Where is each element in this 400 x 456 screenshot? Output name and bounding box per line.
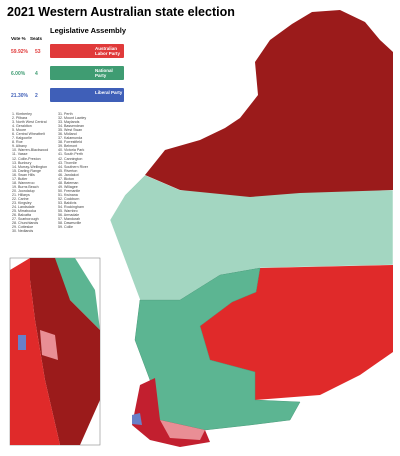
legend-row: 59.92% 53 Australian Labor Party <box>8 44 128 60</box>
region <box>200 265 393 400</box>
district-name: 4. Geraldton <box>12 124 32 129</box>
district-name: 17. Butler <box>12 176 28 181</box>
district-name: 33. Maylands <box>58 120 80 125</box>
party-bar: Australian Labor Party <box>50 44 124 58</box>
inset-region <box>10 258 60 445</box>
inset-region <box>40 330 58 360</box>
district-name: 40. Victoria Park <box>58 148 85 153</box>
district-name: 45. Riverton <box>58 168 78 173</box>
legend-row: 6.00% 4 National Party <box>8 66 128 82</box>
district-name: 1. Kimberley <box>12 112 32 116</box>
seat-count: 2 <box>35 93 38 99</box>
vote-share: 59.92% <box>11 49 28 55</box>
district-name: 48. Bateman <box>58 180 79 185</box>
district-name: 23. Kingsley <box>12 201 32 206</box>
district-name: 12. Collie-Preston <box>12 156 41 161</box>
district-name: 13. Bunbury <box>12 160 32 165</box>
district-name: 53. Baldivis <box>58 201 77 206</box>
legend-title: Legislative Assembly <box>50 26 127 35</box>
district-name: 41. South Perth <box>58 152 83 157</box>
district-name: 24. Landsdale <box>12 205 35 210</box>
district-name: 3. North West Central <box>12 120 47 125</box>
district-name: 11. Vasse <box>12 152 28 157</box>
district-name: 5. Moore <box>12 128 27 133</box>
district-name: 46. Jandakot <box>58 172 79 177</box>
district-name: 34. Bassendean <box>58 124 84 129</box>
district-name: 25. Mirrabooka <box>12 209 36 214</box>
district-name: 39. Belmont <box>58 144 78 149</box>
district-name: 15. Darling Range <box>12 168 41 173</box>
region <box>160 420 205 440</box>
vote-share: 21.30% <box>11 93 28 99</box>
district-name: 51. Kwinana <box>58 192 78 197</box>
district-name: 49. Willagee <box>58 184 78 189</box>
district-name: 29. Cottesloe <box>12 225 34 230</box>
district-name: 8. Roe <box>12 140 23 145</box>
vote-share: 6.00% <box>11 71 26 77</box>
district-name: 2. Pilbara <box>12 116 28 121</box>
column-label: Vote % <box>11 36 26 41</box>
party-name: National Party <box>95 68 113 78</box>
district-name: 37. Kalamunda <box>58 136 83 141</box>
district-name: 26. Balcatta <box>12 213 31 218</box>
district-name: 20. Joondalup <box>12 188 35 193</box>
party-name: Liberal Party <box>95 90 123 95</box>
district-name: 59. Collie <box>58 225 73 230</box>
district-name: 52. Cockburn <box>58 196 80 201</box>
district-name: 32. Mount Lawley <box>58 116 87 121</box>
district-name: 16. Swan Hills <box>12 172 35 177</box>
district-name: 57. Mandurah <box>58 217 81 222</box>
district-name: 50. Fremantle <box>58 188 81 193</box>
district-name: 58. Dawesville <box>58 221 82 226</box>
district-name: 35. West Swan <box>58 128 83 133</box>
district-name: 30. Nedlands <box>12 229 34 234</box>
column-label: Seats <box>30 36 43 41</box>
title: 2021 Western Australian state election <box>7 5 235 19</box>
legend-row: 21.30% 2 Liberal Party <box>8 88 128 104</box>
district-name: 54. Rockingham <box>58 205 84 210</box>
seat-count: 4 <box>35 71 38 77</box>
district-name: 36. Midland <box>58 132 77 137</box>
district-name: 42. Cannington <box>58 156 83 161</box>
region <box>132 413 142 425</box>
district-name: 18. Wanneroo <box>12 180 35 185</box>
district-name: 43. Thornlie <box>58 160 77 165</box>
district-name: 47. Bicton <box>58 176 74 181</box>
district-name: 19. Burns Beach <box>12 184 39 189</box>
inset-region <box>30 258 100 445</box>
party-name: Australian Labor Party <box>95 46 121 56</box>
district-name: 28. Churchlands <box>12 221 39 226</box>
district-name: 14. Murray-Wellington <box>12 164 48 169</box>
district-name: 6. Central Wheatbelt <box>12 132 45 137</box>
district-name: 21. Hillarys <box>12 192 30 197</box>
inset-region <box>18 335 26 350</box>
district-name: 7. Kalgoorlie <box>12 136 32 141</box>
region <box>145 10 393 197</box>
party-bar: National Party <box>50 66 124 80</box>
district-list: 31. Perth 32. Mount Lawley 33. Maylands 34.… <box>58 112 88 229</box>
seat-count: 53 <box>35 49 41 55</box>
district-name: 9. Albany <box>12 144 27 149</box>
party-bar: Liberal Party <box>50 88 124 102</box>
district-name: 55. Warnbro <box>58 209 78 214</box>
district-name: 27. Scarborough <box>12 217 39 222</box>
district-name: 22. Carine <box>12 196 29 201</box>
district-name: 10. Warren-Blackwood <box>12 148 49 153</box>
district-name: 31. Perth <box>58 112 73 116</box>
district-list: 1. Kimberley 2. Pilbara 3. North West Cent… <box>12 112 48 233</box>
district-name: 44. Southern River <box>58 164 88 169</box>
district-name: 56. Armadale <box>58 213 80 218</box>
inset-region <box>50 258 100 330</box>
district-name: 38. Forrestfield <box>58 140 82 145</box>
